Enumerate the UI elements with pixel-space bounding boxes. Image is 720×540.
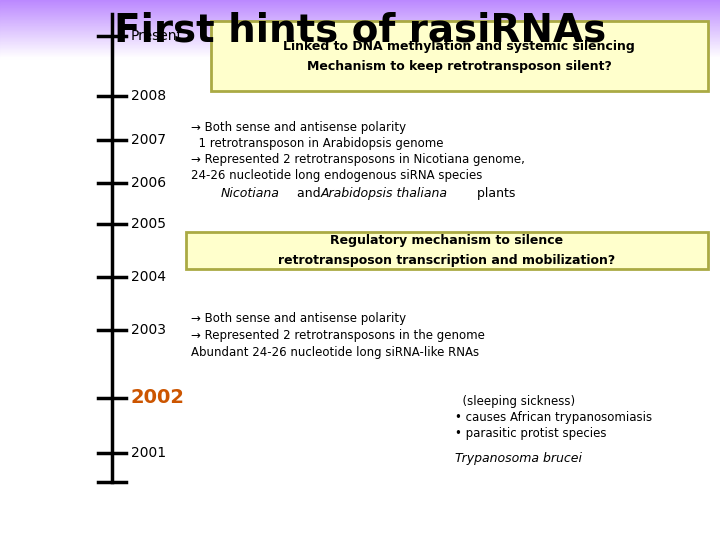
Bar bbox=[0, 13, 720, 14]
Bar bbox=[0, 43, 720, 44]
Bar bbox=[0, 30, 720, 31]
Bar bbox=[0, 52, 720, 53]
Bar bbox=[0, 8, 720, 9]
Text: 2006: 2006 bbox=[130, 176, 166, 190]
Text: plants: plants bbox=[472, 187, 515, 200]
Bar bbox=[0, 24, 720, 25]
Bar bbox=[0, 44, 720, 45]
Bar bbox=[0, 48, 720, 49]
Bar bbox=[0, 47, 720, 48]
Bar bbox=[0, 22, 720, 23]
Text: Nicotiana: Nicotiana bbox=[220, 187, 279, 200]
Bar bbox=[0, 34, 720, 35]
Text: 24-26 nucleotide long endogenous siRNA species: 24-26 nucleotide long endogenous siRNA s… bbox=[191, 168, 482, 181]
Bar bbox=[0, 20, 720, 21]
Text: • causes African trypanosomiasis: • causes African trypanosomiasis bbox=[455, 410, 652, 423]
Bar bbox=[0, 46, 720, 47]
Bar bbox=[0, 56, 720, 57]
Bar bbox=[0, 40, 720, 41]
Bar bbox=[0, 0, 720, 1]
Bar bbox=[0, 9, 720, 10]
Bar bbox=[0, 33, 720, 34]
Text: 1 retrotransposon in Arabidopsis genome: 1 retrotransposon in Arabidopsis genome bbox=[191, 137, 443, 150]
Text: 2003: 2003 bbox=[130, 323, 166, 337]
Bar bbox=[0, 14, 720, 15]
Bar bbox=[0, 49, 720, 50]
Bar bbox=[0, 4, 720, 5]
Bar bbox=[0, 37, 720, 38]
Bar bbox=[0, 50, 720, 51]
Text: 2002: 2002 bbox=[130, 388, 184, 407]
Bar bbox=[0, 41, 720, 42]
Bar bbox=[0, 54, 720, 55]
Bar bbox=[0, 53, 720, 54]
Bar bbox=[0, 10, 720, 11]
Bar bbox=[0, 57, 720, 58]
Bar bbox=[0, 35, 720, 36]
Text: • parasitic protist species: • parasitic protist species bbox=[455, 427, 606, 440]
Bar bbox=[0, 38, 720, 39]
Bar bbox=[0, 39, 720, 40]
Text: Arabidopsis thaliana: Arabidopsis thaliana bbox=[320, 187, 448, 200]
Bar bbox=[0, 45, 720, 46]
Bar bbox=[0, 6, 720, 7]
Bar bbox=[0, 17, 720, 18]
Text: (sleeping sickness): (sleeping sickness) bbox=[455, 395, 575, 408]
Text: → Represented 2 retrotransposons in Nicotiana genome,: → Represented 2 retrotransposons in Nico… bbox=[191, 153, 524, 166]
Bar bbox=[0, 5, 720, 6]
Bar bbox=[0, 21, 720, 22]
Bar bbox=[0, 3, 720, 4]
Text: Abundant 24-26 nucleotide long siRNA-like RNAs: Abundant 24-26 nucleotide long siRNA-lik… bbox=[191, 346, 479, 359]
Text: 2004: 2004 bbox=[130, 270, 166, 284]
Bar bbox=[0, 19, 720, 20]
Bar bbox=[0, 25, 720, 26]
Bar bbox=[0, 27, 720, 28]
Text: Regulatory mechanism to silence
retrotransposon transcription and mobilization?: Regulatory mechanism to silence retrotra… bbox=[278, 234, 616, 267]
Bar bbox=[0, 32, 720, 33]
Text: 2008: 2008 bbox=[130, 90, 166, 103]
Bar bbox=[0, 28, 720, 29]
Bar bbox=[0, 29, 720, 30]
Bar bbox=[0, 7, 720, 8]
Bar bbox=[0, 36, 720, 37]
Bar bbox=[0, 31, 720, 32]
Bar bbox=[0, 12, 720, 13]
Bar bbox=[0, 11, 720, 12]
Text: 2001: 2001 bbox=[130, 446, 166, 460]
Text: Trypanosoma brucei: Trypanosoma brucei bbox=[455, 451, 582, 464]
Bar bbox=[0, 42, 720, 43]
Text: Present: Present bbox=[130, 29, 183, 43]
Bar bbox=[186, 232, 708, 269]
Bar bbox=[0, 18, 720, 19]
Text: Linked to DNA methylation and systemic silencing
Mechanism to keep retrotranspos: Linked to DNA methylation and systemic s… bbox=[284, 40, 635, 73]
Text: First hints of rasiRNAs: First hints of rasiRNAs bbox=[114, 11, 606, 49]
Bar bbox=[210, 21, 708, 91]
Bar bbox=[0, 23, 720, 24]
Bar bbox=[0, 55, 720, 56]
Bar bbox=[0, 16, 720, 17]
Text: → Both sense and antisense polarity: → Both sense and antisense polarity bbox=[191, 120, 406, 134]
Text: → Both sense and antisense polarity: → Both sense and antisense polarity bbox=[191, 312, 406, 325]
Bar bbox=[0, 2, 720, 3]
Bar bbox=[0, 26, 720, 27]
Bar bbox=[0, 15, 720, 16]
Text: and: and bbox=[292, 187, 324, 200]
Text: → Represented 2 retrotransposons in the genome: → Represented 2 retrotransposons in the … bbox=[191, 329, 485, 342]
Text: 2007: 2007 bbox=[130, 133, 166, 147]
Bar bbox=[0, 51, 720, 52]
Bar bbox=[0, 1, 720, 2]
Text: 2005: 2005 bbox=[130, 217, 166, 231]
